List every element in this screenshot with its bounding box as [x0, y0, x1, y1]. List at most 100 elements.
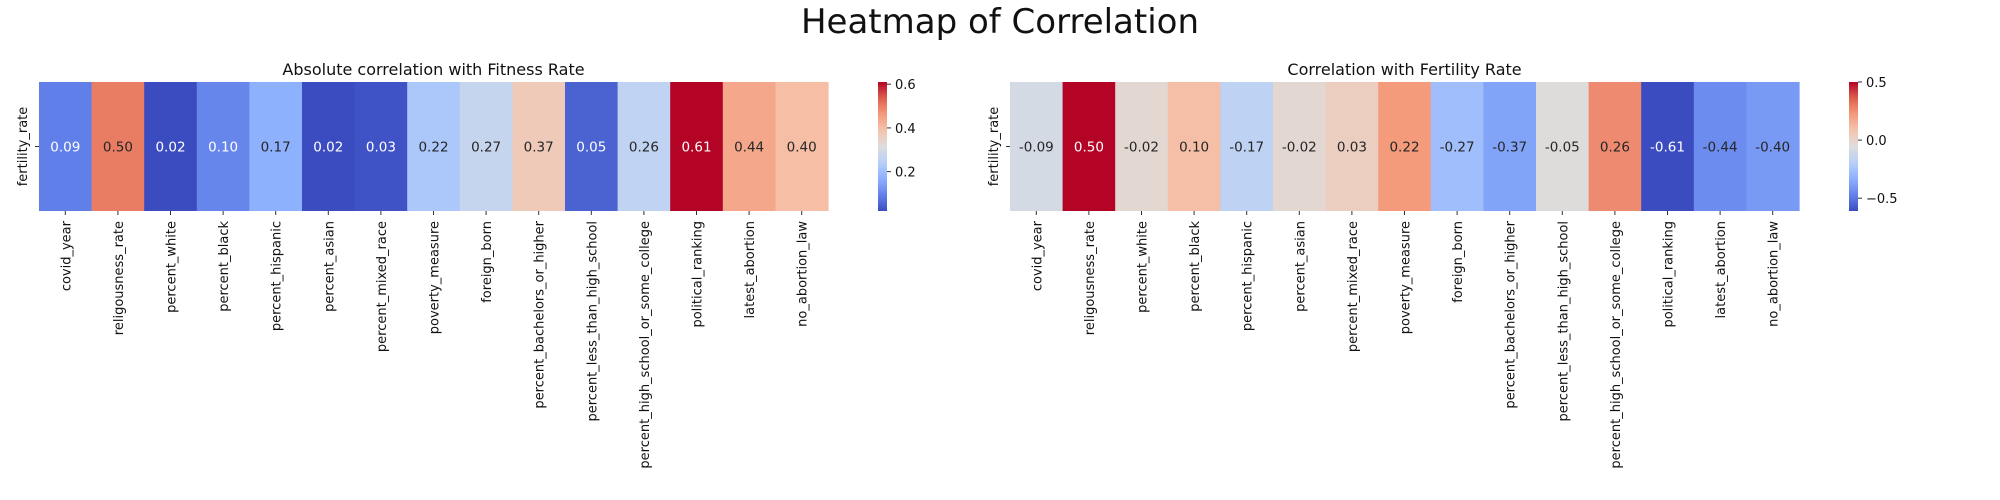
heatmap-cell [1746, 82, 1800, 211]
cell-value-label: 0.05 [576, 140, 606, 156]
column-label: percent_high_school_or_some_college [1609, 221, 1624, 469]
cell-value-label: 0.27 [471, 140, 501, 156]
column-label: percent_less_than_high_school [1556, 221, 1571, 422]
heatmap-cell [1115, 82, 1169, 211]
cell-value-label: -0.02 [1282, 140, 1317, 156]
column-label: percent_mixed_race [1346, 221, 1361, 352]
heatmap-cell [354, 82, 408, 211]
column-label: political_ranking [1662, 221, 1677, 328]
heatmap-cell [512, 82, 566, 211]
cell-value-label: -0.27 [1440, 140, 1475, 156]
column-label: no_abortion_law [1767, 221, 1782, 327]
column-label: religousness_rate [1083, 221, 1098, 335]
cell-value-label: 0.10 [1179, 140, 1209, 156]
heatmap-cell [1062, 82, 1116, 211]
heatmap-title: Absolute correlation with Fitness Rate [282, 60, 584, 79]
column-label: percent_black [217, 221, 232, 312]
column-label: foreign_born [1451, 221, 1466, 303]
heatmap-cell [302, 82, 356, 211]
heatmap-cell [1536, 82, 1590, 211]
cell-value-label: 0.26 [629, 140, 659, 156]
colorbar [1849, 82, 1858, 211]
column-label: percent_less_than_high_school [585, 221, 600, 422]
cell-value-label: 0.26 [1600, 140, 1630, 156]
heatmap-cell [39, 82, 93, 211]
cell-value-label: 0.22 [1389, 140, 1419, 156]
cell-value-label: -0.09 [1019, 140, 1054, 156]
heatmap-cell [1430, 82, 1484, 211]
column-label: percent_bachelors_or_higher [533, 220, 548, 408]
cell-value-label: -0.40 [1755, 140, 1790, 156]
heatmap-cell [1378, 82, 1432, 211]
cell-value-label: 0.03 [366, 140, 396, 156]
column-label: covid_year [1030, 220, 1045, 291]
column-label: percent_mixed_race [375, 221, 390, 352]
heatmap-cell [1693, 82, 1747, 211]
colorbar-tick-label: 0.4 [895, 122, 916, 137]
cell-value-label: 0.40 [787, 140, 817, 156]
cell-value-label: 0.03 [1337, 140, 1367, 156]
column-label: poverty_measure [428, 221, 443, 334]
cell-value-label: 0.37 [524, 140, 554, 156]
column-label: percent_asian [322, 221, 337, 312]
cell-value-label: 0.17 [261, 140, 291, 156]
column-label: percent_black [1188, 221, 1203, 312]
heatmap-cell [1273, 82, 1327, 211]
cell-value-label: 0.44 [734, 140, 764, 156]
colorbar-tick-label: 0.0 [1866, 134, 1887, 149]
heatmap-cell [144, 82, 198, 211]
figure-title: Heatmap of Correlation [800, 2, 1200, 42]
column-label: no_abortion_law [796, 221, 811, 327]
cell-value-label: -0.37 [1492, 140, 1527, 156]
heatmap-cell [1010, 82, 1064, 211]
heatmap-cell [459, 82, 513, 211]
cell-value-label: 0.02 [313, 140, 343, 156]
cell-value-label: -0.44 [1703, 140, 1738, 156]
colorbar [878, 82, 887, 211]
column-label: latest_abortion [743, 221, 758, 318]
heatmap-cell [775, 82, 829, 211]
heatmap-panel-signed: Correlation with Fertility Rate fertility… [987, 60, 1898, 469]
heatmap-cell [670, 82, 724, 211]
column-label: political_ranking [691, 221, 706, 328]
cell-value-label: -0.61 [1650, 140, 1685, 156]
column-label: religousness_rate [112, 221, 127, 335]
column-label: poverty_measure [1399, 221, 1414, 334]
column-label: percent_hispanic [1241, 221, 1256, 331]
heatmap-cell [1167, 82, 1221, 211]
column-label: percent_bachelors_or_higher [1504, 220, 1519, 408]
heatmap-title: Correlation with Fertility Rate [1287, 60, 1521, 79]
cell-value-label: 0.10 [208, 140, 238, 156]
heatmap-cell [249, 82, 303, 211]
row-label: fertility_rate [16, 107, 31, 187]
heatmap-cell [1483, 82, 1537, 211]
heatmap-cell [196, 82, 250, 211]
heatmap-cell [722, 82, 776, 211]
column-label: percent_high_school_or_some_college [638, 221, 653, 469]
cell-value-label: 0.50 [1074, 140, 1104, 156]
column-label: percent_hispanic [270, 221, 285, 331]
column-label: foreign_born [480, 221, 495, 303]
colorbar-tick-label: 0.6 [895, 78, 916, 93]
cell-value-label: -0.05 [1545, 140, 1580, 156]
cell-value-label: 0.02 [155, 140, 185, 156]
colorbar-tick-label: 0.5 [1866, 76, 1887, 91]
cell-value-label: 0.22 [418, 140, 448, 156]
heatmap-cell [91, 82, 145, 211]
row-label: fertility_rate [987, 107, 1002, 187]
column-label: percent_asian [1293, 221, 1308, 312]
column-label: covid_year [59, 220, 74, 291]
heatmap-cell [1220, 82, 1274, 211]
column-label: percent_white [165, 221, 180, 313]
heatmap-cell [1641, 82, 1695, 211]
column-label: latest_abortion [1714, 221, 1729, 318]
cell-value-label: 0.50 [103, 140, 133, 156]
cell-value-label: -0.02 [1124, 140, 1159, 156]
heatmap-cell [1588, 82, 1642, 211]
heatmap-cell [1325, 82, 1379, 211]
cell-value-label: 0.61 [681, 140, 711, 156]
cell-value-label: -0.17 [1229, 140, 1264, 156]
heatmap-panel-absolute: Absolute correlation with Fitness Rate fe… [16, 60, 916, 469]
heatmap-cell [617, 82, 671, 211]
